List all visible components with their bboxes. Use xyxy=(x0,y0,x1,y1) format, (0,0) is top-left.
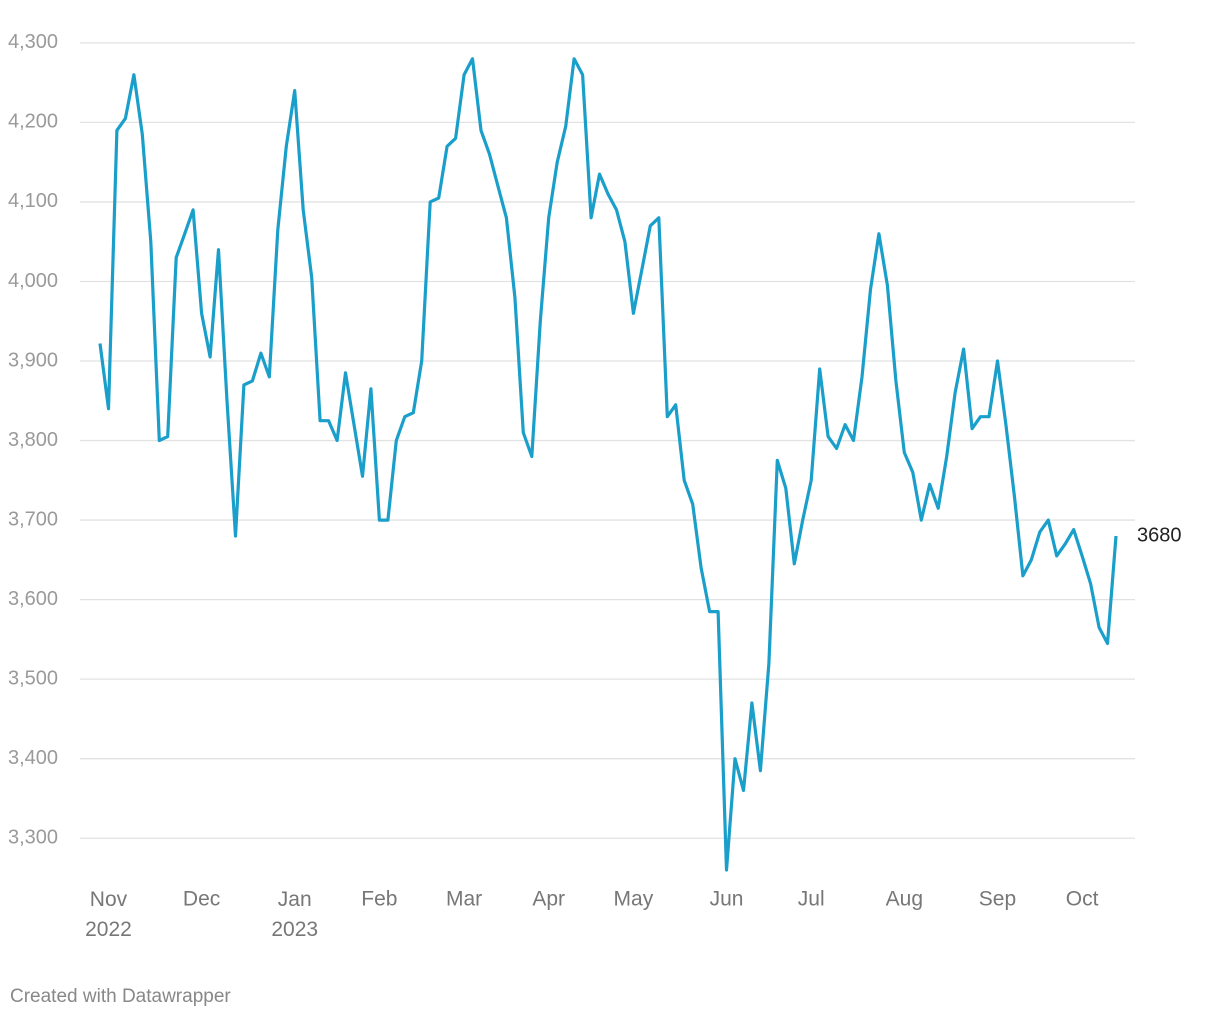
y-tick-label: 3,900 xyxy=(8,349,58,371)
y-tick-label: 4,200 xyxy=(8,111,58,133)
x-tick-label: Nov 2022 xyxy=(85,888,132,941)
x-tick-label: Jun xyxy=(710,888,744,911)
x-tick-label: Jan 2023 xyxy=(271,888,318,941)
footer: Created with Datawrapper xyxy=(10,986,231,1007)
y-tick-label: 4,300 xyxy=(8,31,58,53)
x-tick-label: Feb xyxy=(361,888,397,911)
y-tick-label: 3,800 xyxy=(8,429,58,451)
x-tick-label: Sep xyxy=(979,888,1016,911)
line xyxy=(98,57,1118,872)
y-tick-label: 3,700 xyxy=(8,508,58,530)
x-tick-label: Dec xyxy=(183,888,220,911)
y-tick-label: 4,100 xyxy=(8,190,58,212)
y-tick-label: 3,300 xyxy=(8,827,58,849)
y-tick-label: 3,600 xyxy=(8,588,58,610)
x-tick-label: Aug xyxy=(886,888,923,911)
x-tick-label: May xyxy=(614,888,654,911)
x-tick-label: Jul xyxy=(798,888,825,911)
x-tick-label: Oct xyxy=(1066,888,1099,911)
end-value-label: 3680 xyxy=(1137,524,1182,546)
y-tick-label: 3,500 xyxy=(8,667,58,689)
x-tick-label: Apr xyxy=(532,888,565,911)
x-tick-label: Mar xyxy=(446,888,482,911)
y-tick-label: 4,000 xyxy=(8,270,58,292)
y-tick-label: 3,400 xyxy=(8,747,58,769)
